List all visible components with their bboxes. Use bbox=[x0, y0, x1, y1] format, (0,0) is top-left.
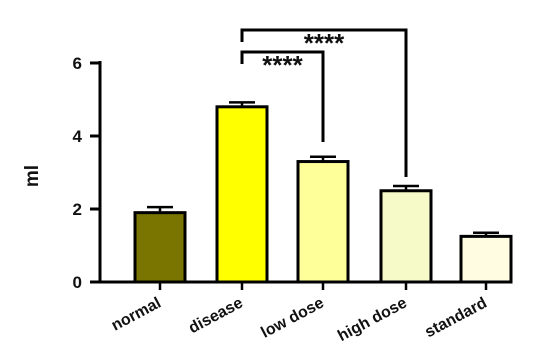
significance-label: **** bbox=[262, 50, 303, 80]
y-tick-label: 6 bbox=[73, 54, 82, 73]
category-label: high dose bbox=[335, 294, 410, 345]
significance-brackets: ******** bbox=[240, 28, 408, 177]
category-label: low dose bbox=[258, 294, 327, 341]
bar-normal bbox=[133, 211, 187, 284]
category-label: standard bbox=[422, 295, 490, 342]
y-tick-label: 4 bbox=[73, 127, 83, 146]
significance-label: **** bbox=[304, 28, 345, 58]
category-label: disease bbox=[186, 294, 246, 337]
y-tick-label: 0 bbox=[73, 273, 82, 292]
bars bbox=[133, 105, 513, 284]
category-labels: normal disease low dose high dose standard bbox=[109, 282, 490, 345]
significance-bracket bbox=[240, 28, 408, 177]
category-label: normal bbox=[109, 295, 164, 335]
bar-low-dose bbox=[296, 160, 350, 284]
y-axis-label: ml bbox=[22, 165, 43, 187]
y-tick-label: 2 bbox=[73, 200, 82, 219]
significance-bracket bbox=[240, 50, 325, 142]
bar-disease bbox=[215, 105, 269, 284]
bar-standard bbox=[459, 234, 513, 284]
error-bars bbox=[147, 101, 499, 237]
bar-high-dose bbox=[379, 189, 433, 284]
y-ticks: 0 2 4 6 bbox=[73, 54, 100, 292]
